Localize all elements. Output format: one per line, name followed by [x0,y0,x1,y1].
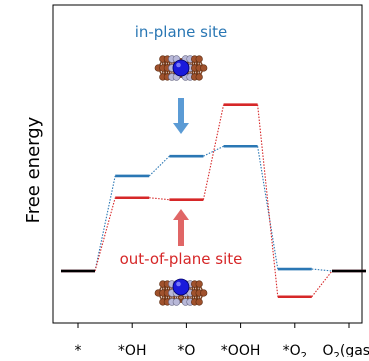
series-connector [311,270,333,298]
in-plane-site-molecule-icon [154,55,208,81]
series-connector [203,145,224,157]
series-connector [257,104,279,297]
series-connector [257,146,279,270]
x-tick-label: *O2 [283,343,307,357]
x-tick-label: *OH [118,343,147,357]
series-connector [148,155,170,177]
x-tick-label: O2(gas) [322,343,369,357]
x-tick-label: *O [177,343,195,357]
plot-frame [52,4,363,324]
series-connector [94,175,116,272]
x-tick-label: *OOH [221,343,261,357]
in-plane-site-label: in-plane site [135,23,228,41]
series-connector [311,268,333,272]
in-plane-arrow-icon [173,98,189,134]
y-axis-label: Free energy [23,116,44,223]
out-of-plane-arrow-icon [173,209,189,246]
out-of-plane-site-molecule-icon [154,278,208,306]
series-connector [202,104,225,200]
out-of-plane-site-label: out-of-plane site [120,250,243,268]
x-tick-label: * [75,343,82,357]
series-connector [149,197,170,201]
series-connector [94,197,116,272]
